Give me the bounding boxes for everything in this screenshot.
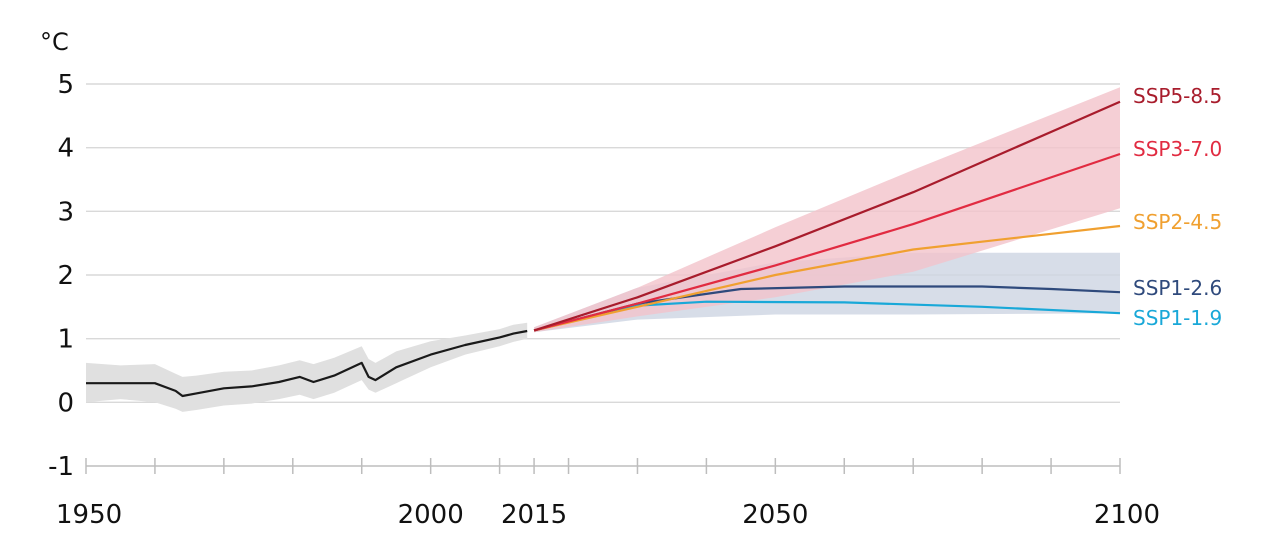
y-tick-label-4: 4 <box>57 134 74 164</box>
y-tick-label-5: 5 <box>57 70 74 100</box>
grid-lines <box>86 83 1120 404</box>
series-lines <box>86 100 1121 398</box>
band-ssp3-7-0-range <box>534 87 1120 333</box>
y-tick-label-1: 1 <box>57 325 74 355</box>
x-tick-label-2015: 2015 <box>501 500 567 530</box>
x-tick-label-2050: 2050 <box>742 500 808 530</box>
series-labels: SSP5-8.5 SSP3-7.0 SSP2-4.5 SSP1-2.6 SSP1-1.9 <box>1133 84 1222 330</box>
band-ssp1-2-6-range <box>534 252 1120 333</box>
series-label-ssp1-2-6: SSP1-2.6 <box>1133 276 1222 300</box>
historical-line <box>86 329 528 398</box>
x-axis <box>85 458 1121 474</box>
series-label-ssp2-4-5: SSP2-4.5 <box>1133 210 1222 234</box>
series-label-ssp1-1-9: SSP1-1.9 <box>1133 306 1222 330</box>
y-tick-label-1: -1 <box>48 452 74 482</box>
series-line-ssp5-8-5 <box>533 100 1121 332</box>
series-label-ssp5-8-5: SSP5-8.5 <box>1133 84 1222 108</box>
y-tick-labels: -1 0 1 2 3 4 5 <box>48 70 74 482</box>
series-line-ssp2-4-5 <box>533 224 1121 332</box>
historical-range-band <box>86 322 528 412</box>
y-axis-unit-label: °C <box>40 28 69 56</box>
x-tick-label-1950: 1950 <box>56 500 122 530</box>
y-tick-label-0: 0 <box>57 388 74 418</box>
series-label-ssp3-7-0: SSP3-7.0 <box>1133 137 1222 161</box>
x-tick-labels: 1950 2000 2015 2050 2100 <box>56 500 1160 530</box>
y-tick-label-2: 2 <box>57 261 74 291</box>
x-tick-label-2000: 2000 <box>398 500 464 530</box>
uncertainty-bands <box>86 87 1120 412</box>
series-line-ssp3-7-0 <box>533 152 1121 332</box>
y-tick-label-3: 3 <box>57 197 74 227</box>
x-tick-label-2100: 2100 <box>1094 500 1160 530</box>
